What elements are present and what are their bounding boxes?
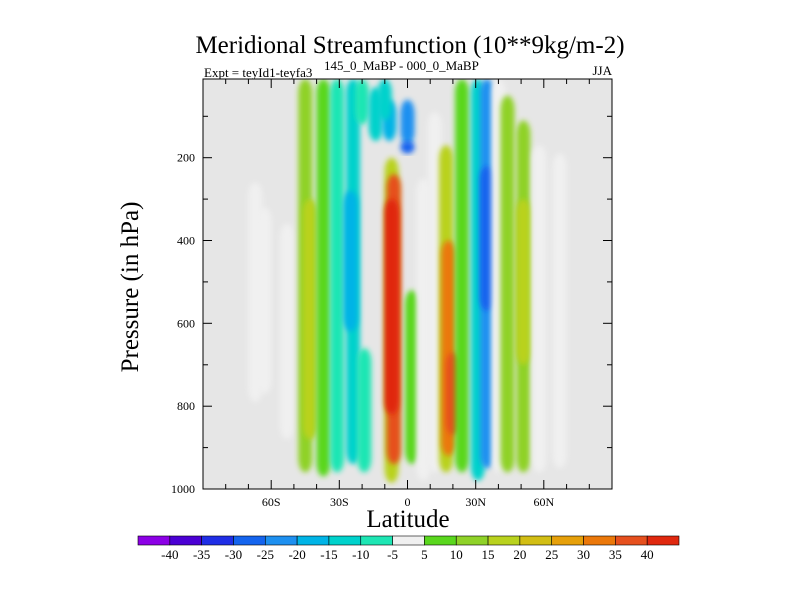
colorbar-label: -30 xyxy=(225,547,242,562)
colorbar-swatch xyxy=(392,535,425,546)
field-band xyxy=(330,79,345,473)
x-tick-label: 0 xyxy=(405,495,411,509)
field-band xyxy=(427,112,442,473)
colorbar-swatch xyxy=(264,535,298,546)
colorbar-label: 20 xyxy=(513,547,526,562)
field-band xyxy=(500,95,515,473)
colorbar-label: 10 xyxy=(450,547,463,562)
field-band xyxy=(552,153,567,469)
colorbar-label: -35 xyxy=(193,547,210,562)
x-tick-label: 30S xyxy=(330,495,349,509)
colorbar-swatch xyxy=(646,535,680,546)
field-band xyxy=(377,79,392,121)
x-tick-label: 30N xyxy=(465,495,486,509)
field-band xyxy=(316,79,331,477)
colorbar-label: -10 xyxy=(352,547,369,562)
x-axis: 60S 30S 0 30N 60N xyxy=(202,79,613,509)
field-band xyxy=(416,178,431,481)
colorbar-label: -25 xyxy=(257,547,274,562)
x-tick-label: 60N xyxy=(533,495,554,509)
experiment-periods: 145_0_MaBP - 000_0_MaBP xyxy=(324,58,479,73)
colorbar-label: -40 xyxy=(161,547,178,562)
field-band xyxy=(355,79,370,125)
colorbar-label: 15 xyxy=(482,547,495,562)
colorbar-swatch xyxy=(455,535,489,546)
field-band xyxy=(302,199,317,440)
chart-title: Meridional Streamfunction (10**9kg/m-2) xyxy=(195,32,624,59)
field-band xyxy=(280,223,295,440)
field-band xyxy=(400,99,415,146)
experiment-label: Expt = teyId1-teyfa3 xyxy=(204,65,312,80)
colorbar-swatch xyxy=(487,535,521,546)
colorbar-label: -15 xyxy=(320,547,337,562)
field-band xyxy=(516,199,531,365)
colorbar-swatch xyxy=(424,535,457,546)
colorbar-swatch xyxy=(201,535,234,546)
colorbar: -40 -35 -30 -25 -20 -15 -10 -5 5 10 15 20 25 30 35 40 xyxy=(137,535,680,562)
colorbar-label: 40 xyxy=(641,547,654,562)
colorbar-label: -20 xyxy=(288,547,305,562)
field-band xyxy=(257,207,272,394)
colorbar-swatch xyxy=(615,535,648,546)
colorbar-label: 5 xyxy=(421,547,428,562)
colorbar-label: 35 xyxy=(609,547,622,562)
colorbar-swatch xyxy=(583,535,616,546)
y-tick-label: 800 xyxy=(177,399,195,413)
field-band xyxy=(532,145,547,473)
x-tick-label: 60S xyxy=(262,495,281,509)
field-band xyxy=(405,290,419,465)
colorbar-label: 30 xyxy=(577,547,590,562)
colorbar-swatch xyxy=(519,535,553,546)
season-label: JJA xyxy=(592,63,612,78)
field-band xyxy=(343,190,358,332)
y-tick-label: 200 xyxy=(177,151,195,165)
colorbar-swatch xyxy=(328,535,362,546)
colorbar-swatch xyxy=(233,535,266,546)
colorbar-swatch xyxy=(360,535,393,546)
colorbar-swatch xyxy=(296,535,330,546)
streamfunction-field xyxy=(248,79,567,483)
y-axis-label: Pressure (in hPa) xyxy=(117,202,144,373)
y-tick-label: 400 xyxy=(177,234,195,248)
field-band xyxy=(400,141,415,154)
field-band xyxy=(384,199,399,415)
x-axis-label: Latitude xyxy=(366,506,449,533)
field-band xyxy=(455,79,469,473)
colorbar-swatch xyxy=(551,535,584,546)
y-tick-label: 1000 xyxy=(171,482,195,496)
field-band xyxy=(480,166,494,311)
colorbar-swatch xyxy=(137,535,171,546)
colorbar-label: 25 xyxy=(545,547,558,562)
y-tick-label: 600 xyxy=(177,316,195,330)
field-band xyxy=(357,348,372,473)
colorbar-swatch xyxy=(169,535,202,546)
colorbar-label: -5 xyxy=(387,547,398,562)
y-axis: 200 400 600 800 1000 xyxy=(171,115,612,496)
